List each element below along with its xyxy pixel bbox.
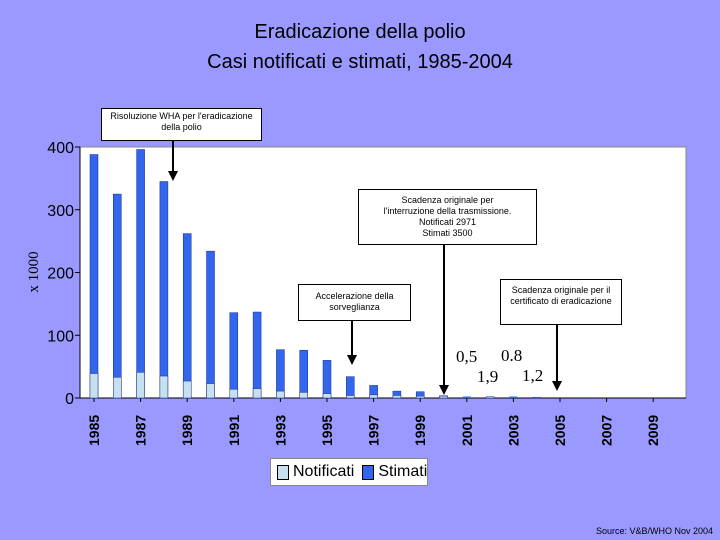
legend-item-estimated: Stimati: [362, 463, 427, 481]
bar-notified: [532, 396, 541, 399]
bar-notified: [439, 395, 448, 399]
source-note: Source: V&B/WHO Nov 2004: [596, 526, 714, 536]
annotation-certification-deadline: Scadenza originale per il certificato di…: [500, 279, 622, 325]
arrow-surveillance-head: [347, 355, 357, 365]
data-label-v2003_est: 0.8: [501, 346, 522, 365]
chart-title-line2: Casi notificati e stimati, 1985-2004: [207, 51, 513, 73]
x-tick-label: 1985: [86, 415, 102, 446]
x-tick-label: 1993: [272, 415, 288, 446]
bar-notified: [89, 373, 99, 399]
arrow-certification-head: [552, 381, 562, 391]
annotation-interruption-line2: l'interruzione della trasmissione.: [383, 206, 512, 216]
y-axis-label: x 1000: [26, 251, 42, 292]
bar-notified: [299, 392, 308, 399]
x-tick-label: 2001: [459, 415, 475, 446]
legend-label-estimated: Stimati: [378, 463, 428, 480]
x-tick-label: 2005: [552, 415, 568, 446]
y-tick-label: 400: [47, 140, 74, 157]
bar-estimated: [159, 181, 169, 399]
bar-estimated: [113, 193, 122, 399]
legend-item-notified: Notificati: [277, 463, 354, 481]
bar-estimated: [206, 250, 215, 399]
bar-notified: [346, 395, 355, 399]
data-label-v2004_est: 1,2: [522, 366, 543, 385]
x-tick-label: 1987: [133, 415, 149, 446]
x-tick-label: 1999: [412, 415, 428, 446]
x-tick-label: 1995: [319, 415, 335, 446]
bar-estimated: [229, 312, 239, 399]
bar-notified: [369, 394, 378, 399]
bar-notified: [229, 388, 239, 399]
annotation-interruption-line4: Stimati 3500: [422, 228, 473, 238]
annotation-surveillance: Accelerazione della sorveglianza: [298, 284, 411, 321]
bar-estimated: [509, 396, 518, 398]
bar-notified: [485, 396, 495, 399]
bar-notified: [182, 380, 192, 399]
arrow-interruption-head: [439, 385, 449, 395]
y-tick-label: 0: [65, 391, 74, 408]
x-tick-label: 2003: [505, 415, 521, 446]
x-tick-label: 2007: [599, 415, 615, 446]
chart-legend: Notificati Stimati: [270, 458, 428, 486]
bar-notified: [392, 395, 402, 399]
bar-estimated: [346, 376, 355, 399]
chart-title-line1: Eradicazione della polio: [254, 21, 466, 43]
bar-estimated: [299, 350, 308, 399]
x-tick-label: 1997: [366, 415, 382, 446]
annotation-interruption-deadline: Scadenza originale per l'interruzione de…: [358, 189, 537, 245]
y-tick-label: 100: [47, 328, 74, 345]
bar-estimated: [276, 349, 285, 399]
bar-notified: [136, 372, 145, 399]
bar-notified: [159, 375, 169, 399]
data-label-v2002_est: 1,9: [477, 367, 498, 386]
bar-notified: [252, 388, 262, 399]
legend-label-notified: Notificati: [293, 463, 355, 480]
x-tick-label: 1991: [226, 415, 242, 446]
x-tick-label: 1989: [179, 415, 195, 446]
y-tick-label: 200: [47, 266, 74, 283]
y-tick-label: 300: [47, 203, 74, 220]
bar-notified: [113, 377, 122, 399]
legend-swatch-notified: [277, 464, 289, 480]
annotation-interruption-line3: Notificati 2971: [418, 217, 477, 227]
bar-estimated: [462, 396, 471, 398]
bar-estimated: [322, 360, 332, 399]
bar-notified: [415, 395, 425, 399]
plot-area: [79, 146, 687, 399]
annotation-interruption-line1: Scadenza originale per: [401, 195, 494, 205]
annotation-wha-resolution: Risoluzione WHA per l'eradicazione della…: [101, 108, 262, 141]
x-tick-label: 2009: [645, 415, 661, 446]
bar-estimated: [89, 154, 99, 399]
arrow-wha-head: [168, 171, 178, 181]
legend-swatch-estimated: [362, 464, 375, 480]
bar-estimated: [182, 233, 192, 399]
bar-estimated: [136, 149, 145, 399]
data-label-v2001_est: 0,5: [456, 347, 477, 366]
bar-estimated: [252, 311, 262, 399]
bar-notified: [206, 383, 215, 399]
bar-notified: [322, 393, 332, 399]
bar-notified: [276, 390, 285, 399]
